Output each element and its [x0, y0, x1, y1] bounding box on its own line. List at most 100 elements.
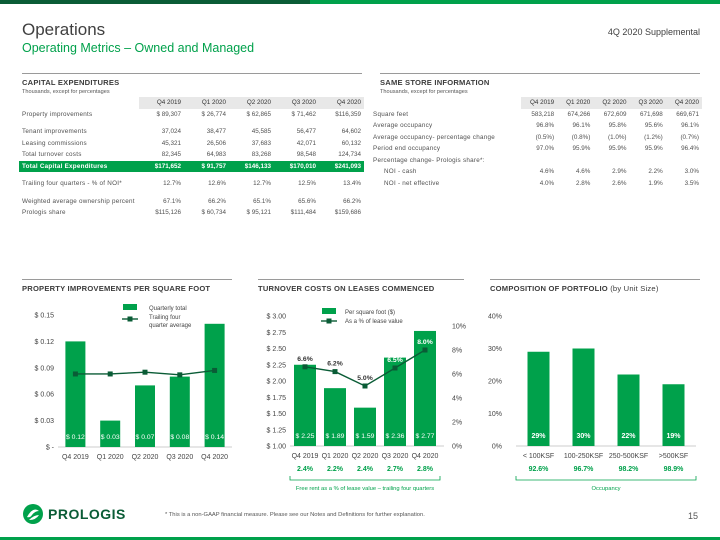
- y-tick-label-right: 10%: [452, 324, 466, 331]
- samestore-subheading: Thousands, except for percentages: [380, 89, 468, 95]
- table-cell: 95.8%: [608, 122, 627, 130]
- y-tick-label: 40%: [488, 314, 502, 321]
- y-tick-label: 30%: [488, 346, 502, 353]
- table-cell: 95.6%: [644, 122, 663, 130]
- table-cell: 64,983: [206, 151, 226, 159]
- column-header: Q4 2019: [520, 97, 558, 109]
- table-cell: 26,506: [206, 139, 226, 147]
- table-cell: 65.6%: [298, 197, 316, 205]
- line-value-label: 5.0%: [357, 375, 373, 382]
- table-cell: $111,484: [290, 209, 316, 217]
- table-cell: $ 26,774: [201, 110, 226, 118]
- capex-subheading: Thousands, except for percentages: [22, 89, 110, 95]
- table-cell: 96.4%: [681, 145, 699, 153]
- table-cell: 96.1%: [572, 122, 591, 130]
- x-tick-label: 100-250KSF: [564, 453, 603, 460]
- table-cell: 42,071: [296, 139, 316, 147]
- prologis-logo: PROLOGIS: [22, 503, 126, 525]
- chart2-rule: [258, 279, 464, 280]
- table-cell: 82,345: [161, 151, 181, 159]
- occupancy-caption: Occupancy: [592, 486, 621, 492]
- free-rent-value: 2.2%: [327, 466, 344, 473]
- table-cell: $ 62,865: [246, 110, 271, 118]
- y-tick-label-left: $ 1.25: [267, 427, 287, 434]
- x-tick-label: Q1 2020: [97, 454, 124, 461]
- chart1-rule: [22, 279, 232, 280]
- column-header: Q4 2020: [665, 97, 702, 109]
- column-header: Q4 2020: [319, 97, 364, 109]
- table-row: Average occupancy 96.8% 96.1% 95.8% 95.6% 96.…: [370, 120, 702, 132]
- line-value-label: 6.2%: [327, 361, 343, 368]
- logo-mark-icon: [23, 504, 43, 524]
- table-cell: 95.9%: [608, 145, 627, 153]
- table-cell: 3.0%: [684, 168, 699, 176]
- table-cell: 669,671: [676, 110, 699, 118]
- table-cell: [666, 155, 702, 167]
- supplemental-label: 4Q 2020 Supplemental: [607, 27, 700, 37]
- table-cell: 96.8%: [536, 122, 555, 130]
- table-row: Prologis share $115,126 $ 60,734 $ 95,121 $1…: [19, 207, 364, 219]
- y-tick-label-left: $ 1.00: [267, 444, 287, 451]
- line-point: [107, 371, 113, 377]
- footnote: * This is a non-GAAP financial measure. …: [165, 512, 425, 518]
- top-color-bar: [0, 0, 720, 4]
- line-point: [422, 347, 428, 353]
- table-cell: 95.9%: [644, 145, 663, 153]
- table-cell: 45,585: [251, 128, 271, 136]
- table-cell: (0.8%): [571, 133, 591, 141]
- row-label: Percentage change- Prologis share*:: [373, 156, 485, 164]
- table-cell: 2.6%: [612, 179, 627, 187]
- table-cell: 67.1%: [163, 197, 181, 205]
- column-header: Q2 2020: [229, 97, 274, 109]
- table-row: Trailing four quarters - % of NOI* 12.7% 1…: [19, 178, 364, 190]
- bar-value-label: $ 1.59: [356, 433, 375, 440]
- table-cell: (0.7%): [680, 133, 699, 141]
- column-header: Q1 2020: [557, 97, 594, 109]
- bar: [100, 420, 121, 447]
- y-tick-label: $ 0.12: [35, 339, 55, 346]
- bar-value-label: $ 2.77: [416, 433, 435, 440]
- bar: [384, 357, 406, 446]
- y-tick-label: $ 0.15: [35, 313, 55, 320]
- table-cell: $171,652: [139, 160, 184, 172]
- capex-table: Q4 2019 Q1 2020 Q2 2020 Q3 2020 Q4 2020 Prope…: [19, 97, 364, 219]
- samestore-heading: SAME STORE INFORMATION: [380, 78, 490, 87]
- row-label: Average occupancy- percentage change: [373, 133, 495, 141]
- table-header-row: Q4 2019 Q1 2020 Q2 2020 Q3 2020 Q4 2020: [370, 97, 702, 109]
- legend-swatch-marker: [326, 318, 332, 324]
- table-cell: [521, 155, 557, 167]
- y-tick-label: $ 0.09: [35, 365, 55, 372]
- chart3-heading-suffix: (by Unit Size): [610, 284, 659, 293]
- capex-heading: CAPITAL EXPENDITURES: [22, 78, 120, 87]
- y-tick-label-right: 4%: [452, 396, 462, 403]
- bar-value-label: $ 0.03: [101, 434, 120, 441]
- y-tick-label-left: $ 3.00: [267, 314, 287, 321]
- line-point: [72, 371, 78, 377]
- bar-value-label: $ 1.89: [326, 433, 345, 440]
- chart3-heading-main: COMPOSITION OF PORTFOLIO: [490, 284, 608, 293]
- y-tick-label-left: $ 2.25: [267, 362, 287, 369]
- line-value-label: 6.5%: [387, 357, 403, 364]
- bar: [617, 374, 640, 446]
- table-cell: 37,024: [161, 128, 181, 136]
- header-spacer: [19, 97, 139, 109]
- row-label: Square feet: [373, 110, 409, 118]
- table-cell: 66.2%: [208, 197, 226, 205]
- y-tick-label: $ 0.06: [35, 392, 55, 399]
- row-label: Tenant improvements: [22, 128, 87, 136]
- table-cell: $146,133: [229, 160, 274, 172]
- x-tick-label: 250-500KSF: [609, 453, 648, 460]
- bar-value-label: $ 0.08: [170, 434, 189, 441]
- bar-value-label: 29%: [531, 433, 546, 440]
- table-cell: 4.6%: [539, 168, 555, 176]
- table-cell: 96.1%: [681, 122, 699, 130]
- line-point: [142, 369, 148, 375]
- table-cell: $ 89,307: [156, 110, 181, 118]
- bar-value-label: $ 0.12: [66, 434, 85, 441]
- legend-swatch-bar: [322, 308, 336, 314]
- free-rent-value: 2.7%: [387, 466, 404, 473]
- legend-label: As a % of lease value: [345, 319, 403, 325]
- row-label: Leasing commissions: [22, 139, 87, 147]
- table-cell: 671,698: [639, 110, 663, 118]
- bar-value-label: $ 0.07: [136, 434, 155, 441]
